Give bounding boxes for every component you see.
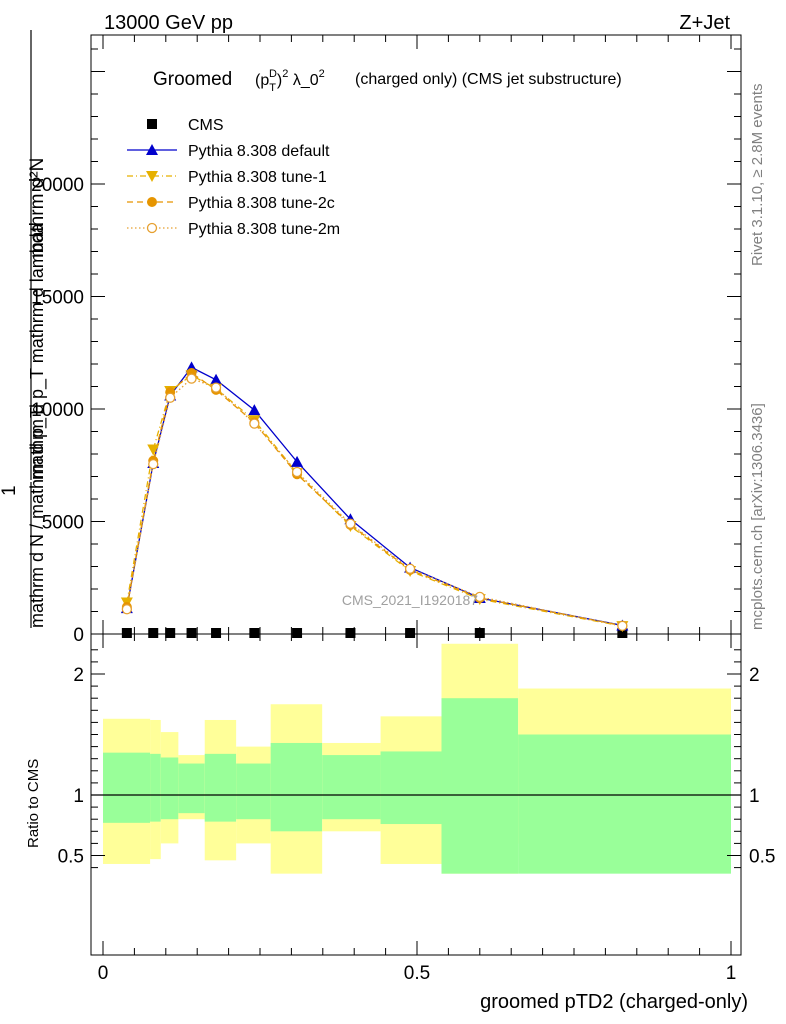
point-default xyxy=(248,404,261,416)
legend-label-cms: CMS xyxy=(188,117,224,134)
legend-label-tune1: Pythia 8.308 tune-1 xyxy=(188,169,327,186)
point-cms xyxy=(249,628,260,638)
point-cms xyxy=(617,628,628,638)
point-tune2m xyxy=(165,392,176,403)
y-label-line-3: 1 xyxy=(0,485,20,496)
point-default xyxy=(210,373,223,385)
point-tune2m xyxy=(345,518,356,529)
x-tick-label: 0 xyxy=(98,963,109,984)
point-cms xyxy=(165,628,176,638)
legend-marker-default xyxy=(146,144,158,155)
legend-marker-cms xyxy=(147,119,157,129)
inner-band-bin xyxy=(204,753,237,822)
point-cms xyxy=(474,628,485,638)
ratio-panel: 0 0.5 1 0.5 0.5 1 1 2 2 xyxy=(58,633,775,984)
point-cms xyxy=(186,628,197,638)
ratio-y-tick-label-right: 1 xyxy=(749,786,760,807)
mcplots-label: mcplots.cern.ch [arXiv:1306.3436] xyxy=(749,403,766,630)
point-cms xyxy=(405,628,416,638)
y-label-line-4: mathrm d N / mathrm d p_T xyxy=(27,407,48,628)
main-series xyxy=(120,361,629,638)
legend-marker-tune2c xyxy=(147,197,157,207)
title-formula: (pTD)2 λ_02 xyxy=(255,68,325,94)
title-prefix: Groomed xyxy=(153,69,232,90)
x-tick-label: 0.5 xyxy=(404,963,430,984)
inner-band-bin xyxy=(178,763,205,814)
x-tick-label: 1 xyxy=(726,963,737,984)
ratio-y-tick-label-right: 0.5 xyxy=(749,847,775,868)
ratio-y-tick-label: 0.5 xyxy=(58,847,84,868)
point-cms xyxy=(148,628,159,638)
energy-label: 13000 GeV pp xyxy=(104,12,233,34)
legend-marker-tune2m xyxy=(146,222,158,234)
y-tick-label: 15000 xyxy=(31,288,84,309)
inner-band-bin xyxy=(150,753,161,822)
ratio-y-tick-label-right: 2 xyxy=(749,665,760,686)
point-tune2m xyxy=(249,418,260,429)
point-tune2m xyxy=(121,604,133,615)
point-tune2m xyxy=(474,591,485,603)
point-tune2m xyxy=(186,373,197,384)
point-tune2m xyxy=(291,466,303,478)
point-tune2m xyxy=(617,620,628,632)
point-cms xyxy=(121,628,132,638)
ratio-y-label: Ratio to CMS xyxy=(25,759,42,848)
main-panel: 0 5000 10000 15000 20000 xyxy=(31,34,742,646)
legend-label-default: Pythia 8.308 default xyxy=(188,143,330,160)
point-cms xyxy=(292,628,303,638)
y-label-line-1: mathrm d²N xyxy=(27,158,48,258)
main-axes: 0 5000 10000 15000 20000 xyxy=(31,34,742,646)
watermark: CMS_2021_I1920187 xyxy=(342,592,478,608)
y-tick-label: 0 xyxy=(73,625,84,646)
inner-band-bin xyxy=(322,755,381,820)
ratio-bands xyxy=(103,643,731,874)
inner-band-bin xyxy=(441,698,519,874)
point-cms xyxy=(211,628,222,638)
series-line-tune2m xyxy=(126,377,623,627)
point-tune2m xyxy=(210,382,222,393)
series-line-tune1 xyxy=(126,374,623,627)
y-tick-label: 20000 xyxy=(31,175,84,196)
y-tick-label: 5000 xyxy=(42,513,84,534)
point-tune1 xyxy=(147,444,160,456)
inner-band-bin xyxy=(380,751,442,825)
legend: CMS Pythia 8.308 default Pythia 8.308 tune… xyxy=(127,117,340,238)
point-default xyxy=(291,455,304,467)
y-label-line-2: mathrm d p_T mathrm d lambda xyxy=(27,222,48,480)
legend-label-tune2m: Pythia 8.308 tune-2m xyxy=(188,221,340,238)
inner-band-bin xyxy=(103,752,151,823)
inner-band-bin xyxy=(270,742,323,832)
legend-label-tune2c: Pythia 8.308 tune-2c xyxy=(188,195,335,212)
series-line-default xyxy=(126,366,623,627)
ratio-y-tick-label: 1 xyxy=(73,786,84,807)
point-cms xyxy=(345,628,356,638)
point-tune2m xyxy=(404,563,416,574)
inner-band-bin xyxy=(518,734,731,874)
series-line-tune2c xyxy=(126,372,623,627)
y-tick-label: 10000 xyxy=(31,400,84,421)
point-tune2m xyxy=(148,458,159,470)
legend-marker-tune1 xyxy=(146,171,158,182)
main-y-axis-label: mathrm d²N mathrm d p_T mathrm d lambda … xyxy=(0,30,48,628)
ratio-y-tick-label: 2 xyxy=(73,665,84,686)
title-suffix: (charged only) (CMS jet substructure) xyxy=(355,71,622,88)
process-label: Z+Jet xyxy=(679,12,730,34)
inner-band-bin xyxy=(236,763,271,820)
x-axis-label: groomed pTD2 (charged-only) xyxy=(480,991,748,1013)
ratio-axes: 0 0.5 1 0.5 0.5 1 1 2 2 xyxy=(58,633,775,984)
inner-band-bin xyxy=(160,757,179,820)
chart-title: Groomed (pTD)2 λ_02 (charged only) (CMS … xyxy=(153,68,622,94)
rivet-label: Rivet 3.1.10, ≥ 2.8M events xyxy=(749,84,766,267)
